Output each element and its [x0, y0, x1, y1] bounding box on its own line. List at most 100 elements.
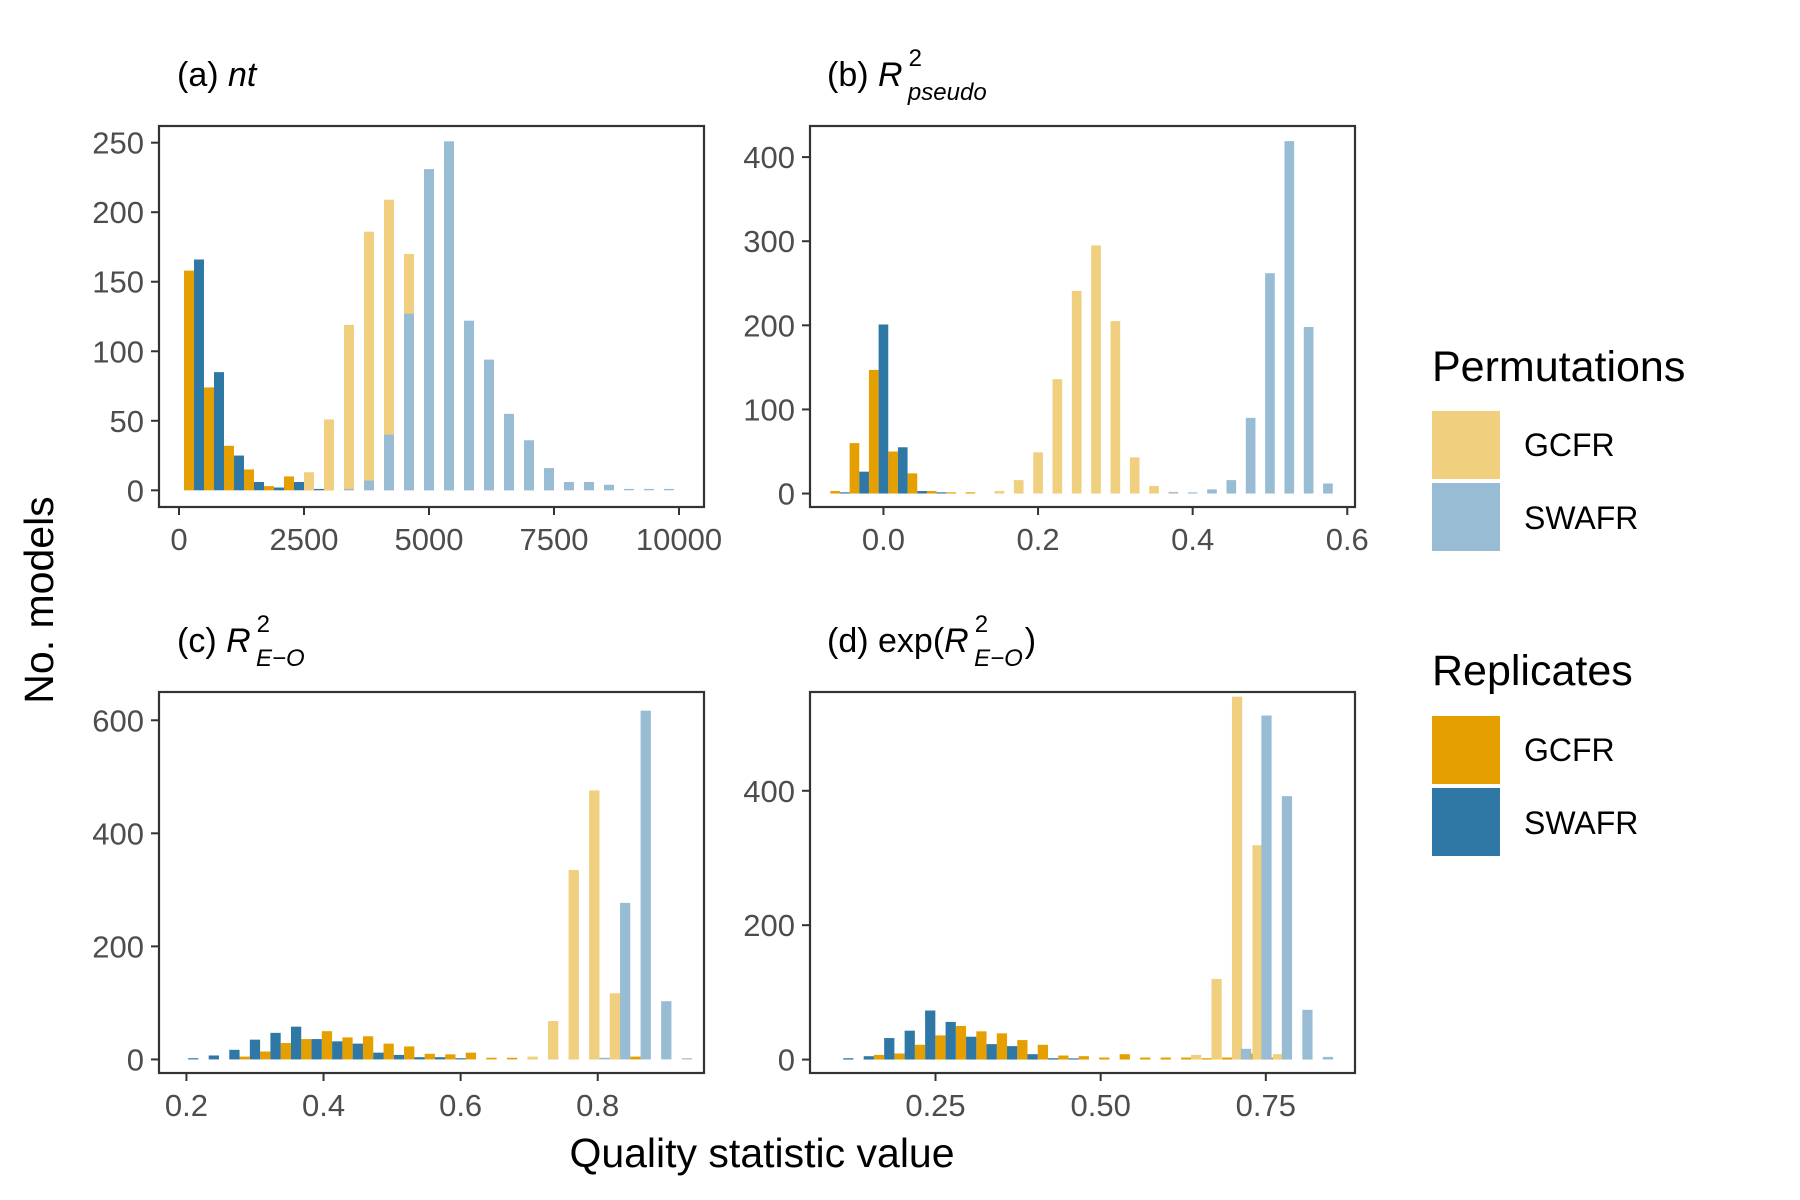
- histogram-bar: [1013, 480, 1024, 494]
- histogram-bar: [1110, 321, 1121, 494]
- histogram-bar: [393, 1054, 405, 1060]
- x-tick-label: 0.75: [1236, 1088, 1296, 1123]
- series-replicates-swafr: [839, 324, 947, 494]
- histogram-bar: [486, 1057, 497, 1060]
- histogram-bar: [373, 1052, 384, 1060]
- histogram-bar: [290, 1026, 302, 1060]
- histogram-bar: [830, 491, 840, 494]
- panel-c: (c) R 2 E−O 0 200 400 600 0.2 0.4 0.6 0.8: [92, 611, 706, 1123]
- legend-key-replicates-gcfr: [1432, 716, 1500, 784]
- histogram-bar: [384, 434, 394, 491]
- histogram-bar: [888, 451, 898, 494]
- histogram-bar: [1207, 489, 1217, 494]
- histogram-bar: [946, 492, 956, 494]
- histogram-bar: [204, 387, 214, 491]
- histogram-bar: [986, 1044, 997, 1060]
- histogram-bar: [280, 1043, 291, 1060]
- x-tick-label: 0.4: [302, 1088, 345, 1123]
- series-permutations-swafr: [1240, 715, 1334, 1060]
- histogram-bar: [1284, 141, 1295, 494]
- x-tick-label: 0: [170, 522, 187, 557]
- histogram-bar: [445, 1054, 456, 1060]
- histogram-bar: [609, 993, 621, 1060]
- histogram-bar: [1302, 1009, 1313, 1060]
- histogram-bar: [464, 320, 474, 491]
- histogram-bar: [1322, 1056, 1334, 1060]
- histogram-bar: [936, 492, 947, 494]
- legend: Permutations GCFR SWAFR Replicates GCFR …: [1432, 343, 1685, 856]
- histogram-bar: [344, 324, 354, 491]
- y-tick-label: 200: [743, 908, 795, 943]
- histogram-bar: [364, 231, 374, 491]
- histogram-bar: [504, 413, 514, 491]
- x-tick-label: 0.6: [1326, 522, 1369, 557]
- histogram-bar: [1272, 1054, 1284, 1060]
- histogram-bar: [270, 1032, 281, 1060]
- histogram-bar: [544, 468, 554, 491]
- histogram-bar: [904, 1030, 915, 1060]
- panel-title: (d) exp(R 2 E−O): [827, 611, 1036, 672]
- histogram-bar: [859, 471, 869, 494]
- y-tick-label: 250: [92, 126, 144, 161]
- histogram-bar: [839, 492, 850, 494]
- x-axis-title: Quality statistic value: [569, 1130, 954, 1176]
- y-tick-label: 100: [743, 392, 795, 427]
- histogram-bar: [1265, 273, 1275, 494]
- histogram-bar: [264, 486, 274, 491]
- histogram-bar: [644, 488, 654, 491]
- series-permutations-swafr: [1168, 141, 1333, 494]
- series-replicates-gcfr: [184, 270, 334, 491]
- histogram-bar: [1303, 327, 1314, 494]
- x-tick-label: 0.2: [1016, 522, 1059, 557]
- series-replicates-gcfr: [830, 369, 976, 494]
- histogram-bar: [311, 1039, 322, 1060]
- histogram-bar: [548, 1020, 559, 1060]
- histogram-bar: [434, 1057, 446, 1060]
- histogram-bar: [455, 1058, 466, 1060]
- histogram-bar: [304, 472, 314, 491]
- histogram-bar: [994, 491, 1005, 494]
- histogram-bar: [208, 1055, 219, 1060]
- histogram-bar: [1201, 1058, 1212, 1060]
- y-tick-label: 400: [92, 816, 144, 851]
- y-tick-label: 200: [92, 195, 144, 230]
- histogram-bar: [1168, 492, 1179, 494]
- histogram-bar: [404, 313, 414, 491]
- legend-group-replicates: Replicates GCFR SWAFR: [1432, 647, 1638, 856]
- histogram-bar: [1281, 796, 1293, 1060]
- histogram-bar: [465, 1052, 477, 1060]
- histogram-bar: [681, 1058, 692, 1060]
- x-tick-label: 2500: [270, 522, 339, 557]
- histogram-bar: [849, 443, 860, 494]
- y-tick-label: 0: [127, 473, 144, 508]
- histogram-bar: [404, 1046, 415, 1060]
- histogram-bar: [344, 488, 354, 491]
- histogram-bar: [1119, 1054, 1130, 1060]
- x-tick-label: 0.0: [862, 522, 905, 557]
- histogram-bar: [1071, 290, 1082, 494]
- histogram-bar: [1007, 1046, 1018, 1060]
- series-replicates-swafr: [188, 1026, 466, 1060]
- histogram-bar: [188, 1058, 199, 1060]
- y-tick-label: 50: [110, 404, 144, 439]
- legend-title-permutations: Permutations: [1432, 343, 1685, 391]
- x-tick-label: 0.50: [1070, 1088, 1130, 1123]
- histogram-bar: [194, 259, 204, 491]
- series-permutations-gcfr: [527, 790, 621, 1060]
- histogram-bar: [884, 1038, 895, 1060]
- histogram-bar: [239, 1056, 250, 1060]
- histogram-bar: [966, 1036, 977, 1060]
- x-tick-label: 5000: [395, 522, 464, 557]
- histogram-bar: [260, 1051, 271, 1060]
- histogram-bar: [424, 1053, 435, 1060]
- y-tick-label: 600: [92, 703, 144, 738]
- histogram-bar: [294, 481, 304, 491]
- histogram-bar: [184, 270, 194, 491]
- histogram-bar: [244, 469, 254, 491]
- histogram-bar: [935, 1035, 946, 1060]
- histogram-bar: [868, 369, 879, 494]
- histogram-bar: [383, 1043, 394, 1060]
- histogram-bar: [1160, 1057, 1171, 1060]
- histogram-bar: [321, 1031, 333, 1060]
- histogram-bar: [214, 372, 224, 491]
